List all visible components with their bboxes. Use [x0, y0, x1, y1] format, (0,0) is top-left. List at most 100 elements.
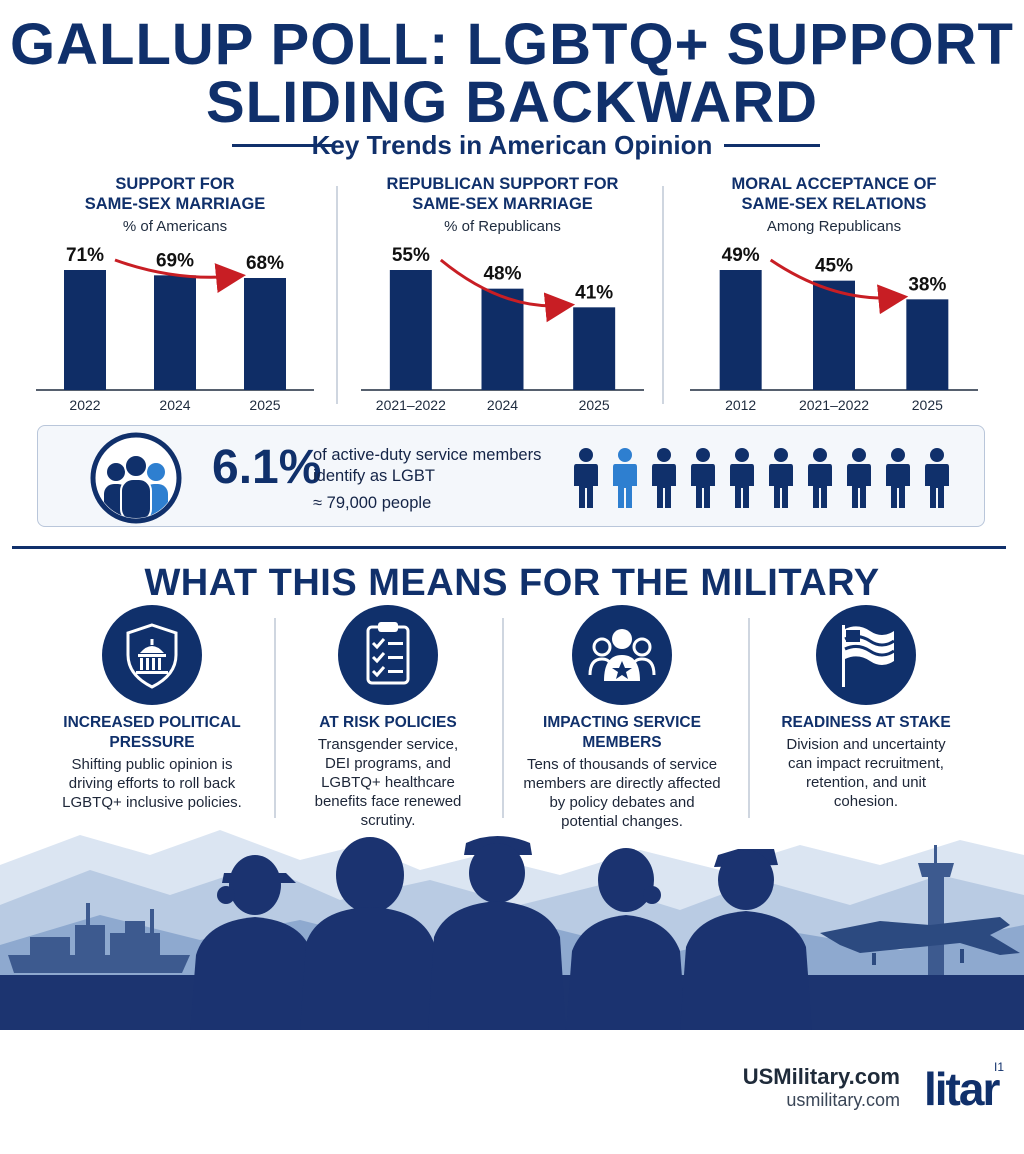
person-icon [847, 448, 871, 508]
person-icon [574, 448, 598, 508]
data-label: 71% [66, 245, 104, 266]
chart-2-subtitle: % of Republicans [444, 218, 561, 235]
service-members-star-icon [572, 605, 672, 705]
person-icon [613, 448, 637, 508]
stat-line2: identify as LGBT [313, 467, 435, 485]
chart-2-svg: 55% 2021–2022 48% 2024 41% 2025 [361, 245, 644, 413]
text-line: Transgender service, [317, 736, 459, 753]
military-item-title: READINESS AT STAKE [781, 714, 951, 731]
warship-silhouette [8, 903, 190, 973]
data-label: 41% [575, 282, 613, 303]
text-line: Division and uncertainty [786, 736, 946, 753]
chart-bar [573, 307, 616, 390]
data-label: 55% [392, 245, 430, 266]
text-line: members are directly affected [523, 775, 721, 792]
military-item-impacting-service-members: IMPACTING SERVICE MEMBERS Tens of thousa… [497, 605, 747, 831]
text-line: potential changes. [561, 813, 683, 830]
chart-1-svg: 71% 2022 69% 2024 68% 2025 [36, 245, 314, 413]
chart-3: MORAL ACCEPTANCE OF SAME-SEX RELATIONS Am… [684, 170, 984, 415]
text-line: can impact recruitment, [788, 755, 944, 772]
text-line: scrutiny. [360, 812, 416, 829]
text-line: DEI programs, and [325, 755, 451, 772]
x-tick-label: 2021–2022 [376, 397, 446, 413]
text-line: retention, and unit [805, 774, 927, 791]
chart-3-title: MORAL ACCEPTANCE OF SAME-SEX RELATIONS [684, 174, 984, 214]
flag-icon [816, 605, 916, 705]
chart-2: REPUBLICAN SUPPORT FOR SAME-SEX MARRIAGE … [355, 170, 650, 415]
text-line: Shifting public opinion is [71, 756, 233, 773]
military-item-at-risk-policies: AT RISK POLICIES Transgender service, DE… [263, 605, 513, 830]
person-icon [730, 448, 754, 508]
group-people-icon [90, 432, 182, 524]
x-tick-label: 2025 [579, 397, 610, 413]
data-label: 45% [815, 256, 853, 277]
military-item-title: AT RISK POLICIES [319, 714, 457, 731]
person-icon [652, 448, 676, 508]
subtitle-left-rule [232, 144, 334, 147]
person-icon [769, 448, 793, 508]
military-item-title: IMPACTING SERVICE MEMBERS [497, 713, 747, 753]
page-title-line1: GALLUP POLL: LGBTQ+ SUPPORT [10, 12, 1014, 77]
chart-bar [244, 278, 286, 390]
column-divider [274, 618, 276, 818]
military-item-text: Tens of thousands of service members are… [497, 755, 747, 831]
page-title-line2: SLIDING BACKWARD [205, 70, 819, 135]
x-tick-label: 2024 [159, 397, 190, 413]
page-subtitle: Key Trends in American Opinion [311, 130, 713, 160]
chart-1-title-line1: SUPPORT FOR [115, 175, 235, 193]
chart-1-title-line2: SAME-SEX MARRIAGE [84, 195, 266, 213]
section-title: WHAT THIS MEANS FOR THE MILITARY [144, 562, 880, 604]
chart-divider-2 [662, 186, 664, 404]
section-divider [12, 546, 1006, 549]
chart-1-subtitle: % of Americans [122, 218, 228, 235]
footer-url[interactable]: usmilitary.com [786, 1090, 900, 1110]
text-line: Tens of thousands of service [526, 756, 718, 773]
person-icon [691, 448, 715, 508]
x-tick-label: 2021–2022 [799, 397, 869, 413]
text-line: LGBTQ+ inclusive policies. [62, 794, 242, 811]
subtitle-row: Key Trends in American Opinion [0, 128, 1024, 162]
people-row [574, 448, 949, 508]
person-icon [925, 448, 949, 508]
military-silhouette-scene [0, 830, 1024, 1030]
brand-logo: litar [924, 1063, 1000, 1115]
trend-arrow [114, 258, 246, 293]
data-label: 68% [246, 253, 284, 274]
military-item-text: Transgender service, DEI programs, and L… [263, 735, 513, 830]
chart-2-title: REPUBLICAN SUPPORT FOR SAME-SEX MARRIAGE [355, 174, 650, 214]
x-tick-label: 2025 [912, 397, 943, 413]
text-line: by policy debates and [549, 794, 695, 811]
x-tick-label: 2024 [487, 397, 518, 413]
text-line: LGBTQ+ healthcare [321, 774, 455, 791]
stat-line1: of active-duty service members [313, 446, 542, 464]
text-line: cohesion. [833, 793, 899, 810]
chart-bar [481, 288, 524, 390]
stat-line3: ≈ 79,000 people [313, 494, 432, 512]
x-tick-label: 2022 [69, 397, 100, 413]
x-tick-label: 2025 [249, 397, 280, 413]
service-member-silhouettes [190, 836, 812, 1030]
data-label: 48% [483, 264, 521, 285]
text-line: benefits face renewed [314, 793, 462, 810]
military-item-text: Division and uncertainty can impact recr… [741, 735, 991, 811]
clipboard-checklist-icon [338, 605, 438, 705]
text-line: driving efforts to roll back [68, 775, 236, 792]
stat-value: 6.1% [212, 441, 322, 494]
title-line: MEMBERS [582, 734, 662, 751]
chart-3-subtitle: Among Republicans [766, 218, 902, 235]
chart-bar [906, 299, 949, 390]
trend-arrow [769, 258, 909, 315]
military-item-political-pressure: INCREASED POLITICAL PRESSURE Shifting pu… [27, 605, 277, 812]
chart-3-title-line1: MORAL ACCEPTANCE OF [731, 175, 937, 193]
person-icon [808, 448, 832, 508]
chart-2-title-line2: SAME-SEX MARRIAGE [412, 195, 593, 213]
chart-3-svg: 49% 2012 45% 2021–2022 38% 2025 [690, 245, 978, 413]
chart-3-title-line2: SAME-SEX RELATIONS [741, 195, 927, 213]
chart-bar [64, 270, 106, 390]
fighter-jet-silhouette [820, 917, 1020, 965]
military-item-text: Shifting public opinion is driving effor… [27, 755, 277, 812]
chart-bar [154, 275, 196, 390]
trend-arrow [439, 258, 576, 323]
military-item-readiness: READINESS AT STAKE Division and uncertai… [741, 605, 991, 811]
chart-1: SUPPORT FOR SAME-SEX MARRIAGE % of Americ… [30, 170, 320, 415]
